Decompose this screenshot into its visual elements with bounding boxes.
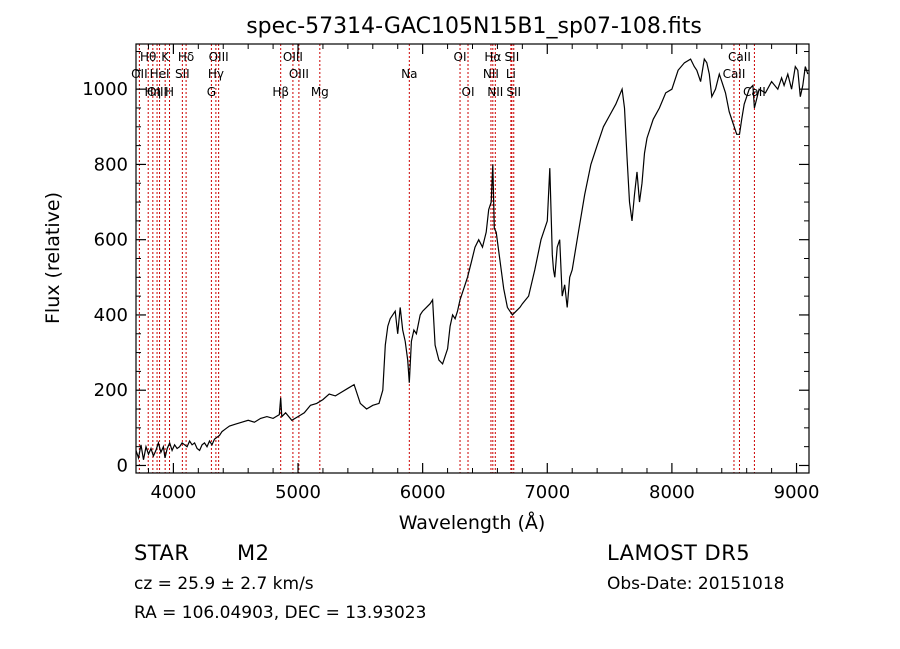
object-class: STAR xyxy=(134,541,190,565)
y-axis: 0 200 400 600 800 1000 xyxy=(82,51,809,476)
y-tick-label: 0 xyxy=(117,455,128,476)
line-label: NII xyxy=(483,67,499,81)
line-label: K xyxy=(161,50,170,64)
line-label: Hβ xyxy=(272,85,289,99)
x-tick-label: 6000 xyxy=(400,482,446,503)
line-markers xyxy=(138,44,755,473)
redshift-cz: cz = 25.9 ± 2.7 km/s xyxy=(134,574,314,594)
y-tick-label: 200 xyxy=(94,380,128,401)
x-axis-label: Wavelength (Å) xyxy=(399,511,546,534)
x-axis: 4000 5000 6000 7000 8000 9000 xyxy=(147,44,820,503)
x-tick-label: 8000 xyxy=(649,482,695,503)
subclass: M2 xyxy=(237,541,270,565)
line-label: Hγ xyxy=(208,67,224,81)
x-tick-label: 7000 xyxy=(524,482,570,503)
line-label: OI xyxy=(462,85,475,99)
line-label: SII xyxy=(505,50,520,64)
line-label: G xyxy=(207,85,216,99)
line-label: CaII xyxy=(728,50,751,64)
coordinates: RA = 106.04903, DEC = 13.93023 xyxy=(134,603,427,623)
line-label: Na xyxy=(401,67,417,81)
line-label: Mg xyxy=(311,85,329,99)
spectrum-line xyxy=(135,57,809,461)
line-label: Hα xyxy=(484,50,501,64)
observation-date: Obs-Date: 20151018 xyxy=(607,574,785,594)
y-axis-label: Flux (relative) xyxy=(42,192,64,324)
line-label: CaII xyxy=(743,85,766,99)
chart-title: spec-57314-GAC105N15B1_sp07-108.fits xyxy=(246,14,702,39)
x-tick-label: 5000 xyxy=(275,482,321,503)
line-label: OII xyxy=(131,67,148,81)
x-tick-label: 4000 xyxy=(150,482,196,503)
line-label: HeI xyxy=(150,67,170,81)
line-label: OIII xyxy=(209,50,229,64)
line-label: H xyxy=(165,85,174,99)
line-label: Li xyxy=(506,67,516,81)
line-label: CaII xyxy=(723,67,746,81)
line-label: Hη xyxy=(145,85,162,99)
survey-label: LAMOST DR5 xyxy=(607,541,751,565)
y-tick-label: 800 xyxy=(94,154,128,175)
spectrum-chart: spec-57314-GAC105N15B1_sp07-108.fits Hθ O… xyxy=(42,14,820,534)
line-label: NII xyxy=(487,85,503,99)
y-tick-label: 400 xyxy=(94,305,128,326)
line-label: OIII xyxy=(283,50,303,64)
line-label: SII xyxy=(175,67,190,81)
line-label: OI xyxy=(454,50,467,64)
x-tick-label: 9000 xyxy=(774,482,820,503)
y-tick-label: 600 xyxy=(94,230,128,251)
line-label: OIII xyxy=(147,85,167,99)
y-tick-label: 1000 xyxy=(82,79,128,100)
line-label: SII xyxy=(506,85,521,99)
line-label: Hθ xyxy=(140,50,156,64)
line-label: OIII xyxy=(289,67,309,81)
line-label: Hδ xyxy=(178,50,194,64)
